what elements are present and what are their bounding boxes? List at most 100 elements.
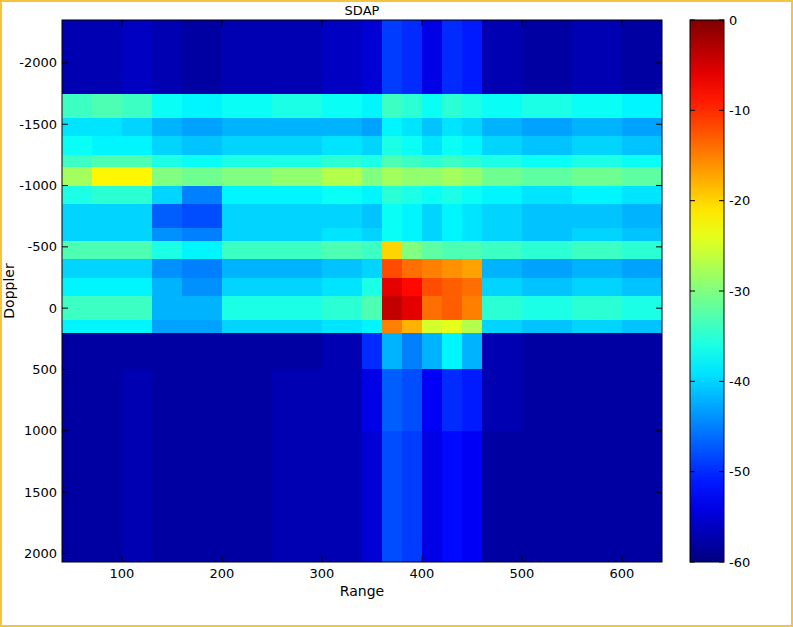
heat-cell: [422, 118, 443, 137]
heat-cell: [622, 296, 662, 321]
x-tick-label: 500: [510, 566, 535, 581]
heat-cell: [362, 241, 383, 260]
heat-cell: [322, 278, 363, 297]
x-tick-label: 100: [110, 566, 135, 581]
heat-cell: [92, 20, 123, 94]
heat-cell: [152, 369, 183, 431]
colorbar-tick: [719, 110, 724, 111]
heat-cell: [572, 259, 623, 278]
heat-cell: [462, 241, 483, 260]
heat-cell: [572, 118, 623, 137]
heat-cell: [122, 278, 153, 297]
heat-cell: [462, 167, 483, 186]
heat-cell: [322, 296, 363, 321]
heat-cell: [362, 259, 383, 278]
heat-cell: [322, 155, 363, 168]
heat-cell: [272, 296, 323, 321]
heat-cell: [622, 167, 662, 186]
heat-cell: [382, 333, 403, 370]
colorbar-tick-left: [690, 381, 695, 382]
heat-cell: [62, 492, 93, 562]
colorbar: [690, 20, 724, 562]
x-tick-top: [522, 20, 523, 26]
heat-cell: [222, 431, 273, 493]
heat-cell: [442, 492, 463, 562]
heat-cell: [622, 320, 662, 333]
heat-cell: [522, 333, 573, 370]
heat-cell: [362, 118, 383, 137]
heat-cell: [152, 186, 183, 205]
heat-cell: [522, 259, 573, 278]
heat-cell: [182, 94, 223, 119]
heat-cell: [482, 492, 523, 562]
plot-frame: [62, 20, 662, 562]
heat-cell: [182, 167, 223, 186]
heat-cell: [402, 369, 423, 431]
heat-cell: [382, 369, 403, 431]
heat-cell: [402, 118, 423, 137]
heat-cell: [182, 492, 223, 562]
heat-cell: [122, 167, 153, 186]
heat-cell: [272, 333, 323, 370]
heat-cell: [572, 278, 623, 297]
heat-cell: [272, 369, 323, 431]
heat-cell: [422, 228, 443, 241]
heat-cell: [402, 278, 423, 297]
x-tick-label: 200: [210, 566, 235, 581]
heat-cell: [482, 333, 523, 370]
colorbar-tick-left: [690, 471, 695, 472]
heat-cell: [182, 431, 223, 493]
heat-cell: [422, 369, 443, 431]
heat-cell: [122, 136, 153, 155]
x-tick: [122, 556, 123, 562]
x-tick-top: [122, 20, 123, 26]
heat-cell: [182, 20, 223, 94]
heat-cell: [322, 320, 363, 333]
x-tick-label: 600: [610, 566, 635, 581]
x-tick: [422, 556, 423, 562]
heat-cell: [402, 492, 423, 562]
x-axis-title: Range: [340, 583, 384, 599]
y-tick: [62, 185, 68, 186]
heat-cell: [402, 136, 423, 155]
heat-cell: [362, 94, 383, 119]
heat-cell: [482, 431, 523, 493]
colorbar-tick-label: -10: [729, 103, 750, 118]
heat-cell: [622, 94, 662, 119]
heat-cell: [482, 320, 523, 333]
heat-cell: [402, 241, 423, 260]
heat-cell: [272, 241, 323, 260]
heat-cell: [62, 186, 93, 205]
heat-cell: [482, 20, 523, 94]
heat-cell: [92, 333, 123, 370]
heat-cell: [122, 320, 153, 333]
heat-cell: [182, 204, 223, 229]
heat-cell: [272, 136, 323, 155]
heat-cell: [422, 155, 443, 168]
heat-cell: [622, 155, 662, 168]
heat-cell: [622, 204, 662, 229]
heat-cell: [122, 118, 153, 137]
heat-cell: [622, 333, 662, 370]
heat-cell: [122, 186, 153, 205]
heat-cell: [222, 278, 273, 297]
heat-cell: [462, 136, 483, 155]
heat-cell: [272, 186, 323, 205]
heat-cell: [222, 320, 273, 333]
heat-cell: [462, 204, 483, 229]
heat-cell: [402, 296, 423, 321]
y-tick-label: -500: [27, 239, 57, 254]
y-tick-right: [656, 430, 662, 431]
heat-cell: [92, 228, 123, 241]
heat-cell: [572, 204, 623, 229]
heat-cell: [402, 155, 423, 168]
heat-cell: [572, 296, 623, 321]
heat-cell: [62, 167, 93, 186]
heat-cell: [522, 136, 573, 155]
x-tick: [522, 556, 523, 562]
heat-cell: [482, 204, 523, 229]
heat-cell: [572, 136, 623, 155]
y-tick-right: [656, 185, 662, 186]
heat-cell: [482, 296, 523, 321]
heat-cell: [522, 186, 573, 205]
